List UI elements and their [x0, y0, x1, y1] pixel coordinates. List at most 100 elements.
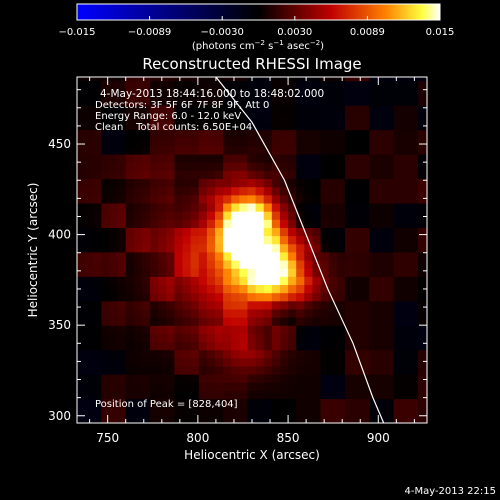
heatmap-cell — [182, 121, 192, 131]
heatmap-cell — [328, 317, 338, 326]
heatmap-cell — [344, 186, 354, 196]
heatmap-cell — [166, 259, 176, 269]
heatmap-cell — [312, 300, 322, 310]
heatmap-cell — [369, 96, 378, 106]
heatmap-cell — [141, 349, 151, 359]
heatmap-cell — [393, 178, 403, 188]
heatmap-cell — [279, 284, 289, 294]
heatmap-cell — [141, 88, 151, 98]
heatmap-cell — [125, 121, 135, 131]
heatmap-cell — [385, 227, 395, 237]
heatmap-cell — [312, 357, 322, 367]
heatmap-cell — [328, 398, 338, 408]
heatmap-cell — [296, 202, 305, 212]
heatmap-cell — [393, 382, 403, 391]
heatmap-cell — [166, 276, 176, 286]
heatmap-cell — [320, 390, 330, 400]
heatmap-cell — [288, 308, 297, 318]
heatmap-cell — [393, 145, 403, 155]
heatmap-cell — [401, 284, 411, 294]
colorbar-gradient — [76, 3, 441, 21]
heatmap-cell — [320, 374, 330, 383]
heatmap-cell — [377, 77, 387, 82]
heatmap-cell — [409, 178, 419, 188]
heatmap-cell — [288, 251, 297, 261]
heatmap-cell — [328, 162, 338, 171]
heatmap-cell — [353, 227, 362, 237]
heatmap-cell — [385, 292, 395, 302]
heatmap-cell — [206, 300, 216, 310]
heatmap-cell — [109, 219, 119, 228]
heatmap-cell — [279, 88, 289, 98]
heatmap-cell — [247, 121, 257, 131]
heatmap-cell — [231, 357, 240, 367]
heatmap-cell — [279, 325, 289, 334]
heatmap-cell — [133, 178, 143, 188]
heatmap-cell — [93, 300, 102, 310]
heatmap-cell — [344, 80, 354, 90]
heatmap-cell — [279, 96, 289, 106]
heatmap-cell — [101, 80, 111, 90]
heatmap-cell — [150, 121, 159, 131]
heatmap-cell — [174, 113, 184, 122]
heatmap-cell — [133, 390, 143, 400]
heatmap-cell — [353, 194, 362, 204]
heatmap-cell — [77, 357, 86, 367]
heatmap-cell — [312, 145, 322, 155]
heatmap-cell — [288, 129, 297, 139]
heatmap-cell — [101, 268, 111, 277]
heatmap-cell — [417, 398, 427, 408]
heatmap-cell — [109, 178, 119, 188]
heatmap-cell — [247, 333, 257, 343]
heatmap-cell — [190, 170, 200, 180]
heatmap-cell — [328, 186, 338, 196]
heatmap-cell — [182, 178, 192, 188]
heatmap-cell — [409, 406, 419, 416]
heatmap-cell — [361, 317, 370, 326]
heatmap-cell — [344, 414, 354, 423]
heatmap-cell — [393, 113, 403, 122]
heatmap-cell — [125, 235, 135, 245]
heatmap-cell — [223, 105, 232, 114]
heatmap-cell — [304, 374, 314, 383]
heatmap-cell — [409, 219, 419, 228]
heatmap-cell — [239, 243, 249, 253]
heatmap-cell — [417, 284, 427, 294]
heatmap-cell — [409, 259, 419, 269]
heatmap-cell — [271, 153, 281, 163]
heatmap-cell — [101, 251, 111, 261]
heatmap-cell — [393, 276, 403, 286]
heatmap-cell — [215, 268, 224, 277]
heatmap-cell — [85, 235, 94, 245]
heatmap-cell — [150, 251, 159, 261]
heatmap-cell — [231, 406, 240, 416]
x-tick-label: 800 — [186, 431, 209, 445]
heatmap-cell — [279, 382, 289, 391]
heatmap-cell — [133, 284, 143, 294]
heatmap-cell — [166, 153, 176, 163]
heatmap-cell — [320, 357, 330, 367]
heatmap-cell — [353, 300, 362, 310]
heatmap-cell — [328, 121, 338, 131]
heatmap-cell — [361, 202, 370, 212]
heatmap-cell — [117, 77, 127, 82]
heatmap-cell — [279, 202, 289, 212]
heatmap-cell — [150, 276, 159, 286]
heatmap-cell — [312, 284, 322, 294]
heatmap-cell — [328, 145, 338, 155]
heatmap-cell — [263, 202, 273, 212]
heatmap-cell — [417, 194, 427, 204]
heatmap-cell — [206, 341, 216, 351]
heatmap-cell — [109, 382, 119, 391]
heatmap-cell — [166, 406, 176, 416]
heatmap-cell — [296, 121, 305, 131]
heatmap-cell — [101, 341, 111, 351]
heatmap-cell — [158, 390, 167, 400]
heatmap-cell — [109, 341, 119, 351]
heatmap-cell — [263, 390, 273, 400]
heatmap-cell — [279, 268, 289, 277]
heatmap-cell — [401, 105, 411, 114]
heatmap-cell — [150, 406, 159, 416]
heatmap-cell — [166, 374, 176, 383]
heatmap-cell — [101, 162, 111, 171]
